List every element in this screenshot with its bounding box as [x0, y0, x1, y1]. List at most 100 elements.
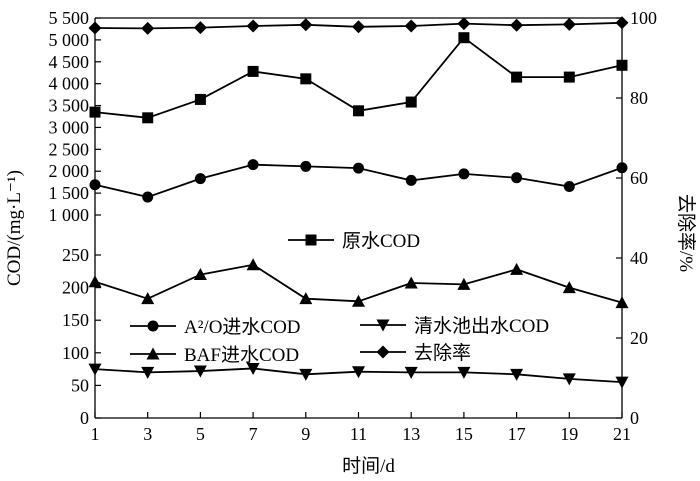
- x-tick-label: 15: [455, 424, 473, 444]
- point-baf: [615, 296, 629, 309]
- legend-marker: [305, 234, 317, 246]
- y-left-axis-label: COD/(mg·L⁻¹): [4, 170, 25, 286]
- y-left-tick-label: 50: [71, 375, 89, 395]
- x-tick-label: 5: [196, 424, 205, 444]
- point-a2o: [458, 168, 470, 180]
- legend-a2o-cod: A²/O进水COD: [184, 316, 301, 338]
- point-baf: [141, 292, 155, 305]
- y-left-tick-label: 5 500: [49, 8, 90, 28]
- point-a2o: [142, 191, 154, 203]
- point-effluent: [88, 363, 102, 376]
- point-raw: [247, 65, 259, 77]
- point-raw: [142, 112, 154, 124]
- x-tick-label: 17: [508, 424, 526, 444]
- y-right-axis-label: 去除率/%: [675, 194, 697, 272]
- point-raw: [458, 32, 470, 44]
- point-baf: [404, 276, 418, 289]
- point-a2o: [300, 160, 312, 172]
- point-removal: [352, 20, 365, 34]
- x-tick-label: 7: [249, 424, 258, 444]
- legend-marker: [147, 320, 159, 332]
- y-left-tick-label: 3 500: [49, 96, 90, 116]
- point-baf: [352, 294, 365, 307]
- x-tick-label: 1: [91, 424, 100, 444]
- x-tick-label: 9: [301, 424, 310, 444]
- point-removal: [299, 18, 313, 32]
- x-axis-label: 时间/d: [342, 455, 395, 477]
- point-baf: [88, 275, 102, 288]
- point-removal: [88, 21, 102, 35]
- point-a2o: [247, 159, 259, 171]
- point-raw: [511, 71, 523, 83]
- y-right-tick-label: 20: [630, 328, 648, 348]
- point-effluent: [510, 368, 524, 381]
- point-effluent: [457, 366, 471, 379]
- point-a2o: [563, 181, 575, 193]
- point-effluent: [141, 366, 155, 379]
- legend-effluent-cod: 清水池出水COD: [414, 315, 549, 337]
- y-left-tick-label: 200: [62, 278, 89, 298]
- point-raw: [89, 106, 101, 118]
- point-effluent: [193, 365, 207, 378]
- y-left-tick-label: 3 000: [49, 117, 90, 137]
- y-right-tick-label: 60: [630, 168, 648, 188]
- legend-baf-cod: BAF进水COD: [184, 344, 299, 366]
- x-tick-label: 13: [402, 424, 420, 444]
- y-left-tick-label: 5 000: [49, 30, 90, 50]
- point-a2o: [511, 172, 523, 184]
- point-removal: [562, 17, 576, 31]
- point-a2o: [194, 173, 206, 185]
- point-raw: [300, 73, 312, 85]
- point-a2o: [89, 179, 101, 191]
- point-removal: [510, 18, 524, 32]
- x-tick-label: 19: [560, 424, 578, 444]
- y-left-tick-label: 1 000: [49, 205, 90, 225]
- point-a2o: [405, 174, 417, 186]
- y-right-tick-label: 80: [630, 88, 648, 108]
- x-tick-label: 11: [350, 424, 367, 444]
- legend-raw-cod: 原水COD: [342, 230, 420, 252]
- y-left-tick-label: 150: [62, 310, 89, 330]
- legend-marker: [376, 319, 390, 332]
- point-baf: [510, 262, 524, 275]
- point-effluent: [246, 362, 260, 375]
- point-raw: [353, 105, 364, 117]
- point-baf: [193, 268, 207, 281]
- y-left-tick-label: 1 500: [49, 183, 90, 203]
- y-right-tick-label: 100: [630, 8, 657, 28]
- y-left-tick-label: 250: [62, 245, 89, 265]
- point-effluent: [352, 366, 365, 379]
- point-removal: [615, 16, 629, 30]
- y-left-tick-label: 4 000: [49, 74, 90, 94]
- point-baf: [246, 258, 260, 271]
- point-a2o: [353, 162, 364, 174]
- point-removal: [193, 21, 207, 35]
- point-baf: [457, 277, 471, 290]
- point-removal: [404, 19, 418, 33]
- point-baf: [299, 292, 313, 305]
- point-raw: [194, 93, 206, 105]
- point-effluent: [404, 366, 418, 379]
- x-tick-label: 21: [613, 424, 631, 444]
- y-left-tick-label: 2 500: [49, 139, 90, 159]
- y-left-tick-label: 2 000: [49, 161, 90, 181]
- y-left-tick-label: 0: [80, 408, 89, 428]
- point-a2o: [616, 162, 628, 174]
- point-raw: [563, 71, 575, 83]
- x-tick-label: 3: [143, 424, 152, 444]
- legend-marker: [146, 347, 160, 360]
- y-left-tick-label: 4 500: [49, 52, 90, 72]
- legend-marker: [376, 345, 390, 359]
- point-effluent: [299, 368, 313, 381]
- y-right-tick-label: 40: [630, 248, 648, 268]
- point-effluent: [615, 376, 629, 389]
- point-raw: [405, 96, 417, 108]
- point-removal: [141, 21, 155, 35]
- legend-removal: 去除率: [414, 342, 471, 364]
- point-removal: [246, 19, 260, 33]
- y-left-tick-label: 100: [62, 343, 89, 363]
- point-effluent: [562, 373, 576, 386]
- point-raw: [616, 59, 628, 71]
